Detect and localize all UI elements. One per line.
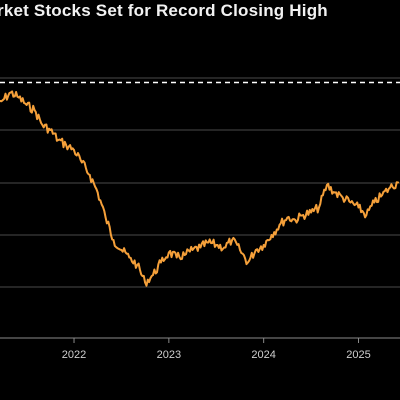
x-tick-label-2023: 2023 — [157, 349, 181, 361]
data-point-2021-10 — [49, 129, 52, 131]
data-point-2022-04 — [96, 191, 99, 194]
data-point-2024-12 — [349, 201, 352, 204]
data-point-2025-04 — [381, 194, 384, 196]
data-point-2024-07 — [310, 211, 312, 214]
data-point-2023-12 — [254, 249, 257, 251]
series-line-1 — [0, 90, 399, 287]
data-point-2022-10 — [144, 281, 147, 284]
data-point-2022-12 — [160, 261, 162, 264]
data-point-2024-11 — [341, 196, 344, 199]
data-point-2024-01 — [262, 244, 265, 246]
data-point-2025-06 — [397, 181, 399, 184]
data-point-2024-09 — [325, 184, 328, 186]
data-point-2021-05 — [9, 91, 12, 94]
data-point-2024-10 — [333, 191, 336, 194]
chart-title: rket Stocks Set for Record Closing High — [0, 1, 328, 20]
data-point-2022-09 — [136, 264, 139, 266]
data-point-2021-08 — [33, 109, 36, 111]
data-point-2024-03 — [278, 224, 281, 226]
data-point-2021-11 — [57, 139, 60, 141]
data-point-2023-10 — [239, 249, 241, 251]
data-point-2022-08 — [128, 256, 131, 259]
data-point-2025-05 — [389, 186, 391, 189]
data-point-2023-04 — [191, 249, 194, 251]
data-point-2022-07 — [120, 249, 123, 251]
data-point-2024-02 — [270, 234, 273, 236]
data-point-2022-06 — [112, 239, 115, 241]
x-tick-label-2022: 2022 — [62, 349, 86, 361]
data-point-2024-04 — [286, 216, 289, 219]
data-point-2023-01 — [167, 251, 170, 254]
data-point-2022-05 — [104, 216, 107, 219]
x-tick-label-2024: 2024 — [251, 349, 275, 361]
data-point-2024-08 — [318, 206, 320, 209]
data-point-2024-05 — [294, 219, 297, 221]
data-point-2022-03 — [88, 174, 91, 176]
data-point-2025-03 — [373, 201, 376, 204]
data-point-2021-12 — [65, 144, 68, 146]
data-point-2022-02 — [81, 161, 83, 164]
x-tick-label-2025: 2025 — [346, 349, 370, 361]
data-point-2022-11 — [152, 274, 154, 276]
data-point-2023-03 — [183, 254, 186, 256]
data-point-2021-09 — [41, 124, 44, 126]
data-point-2021-04 — [2, 99, 4, 101]
data-point-2023-09 — [231, 239, 233, 241]
data-point-2023-08 — [223, 246, 226, 249]
data-point-2023-06 — [207, 241, 210, 244]
data-point-2023-07 — [215, 244, 218, 246]
data-point-2025-01 — [357, 206, 360, 209]
data-point-2024-06 — [302, 214, 305, 216]
data-point-2023-02 — [175, 256, 178, 259]
data-point-2021-06 — [17, 96, 20, 99]
data-point-2025-02 — [365, 214, 368, 216]
data-point-2023-05 — [199, 246, 202, 249]
data-point-2023-11 — [246, 261, 249, 264]
data-point-2022-01 — [73, 149, 75, 151]
data-point-2021-07 — [25, 104, 28, 106]
